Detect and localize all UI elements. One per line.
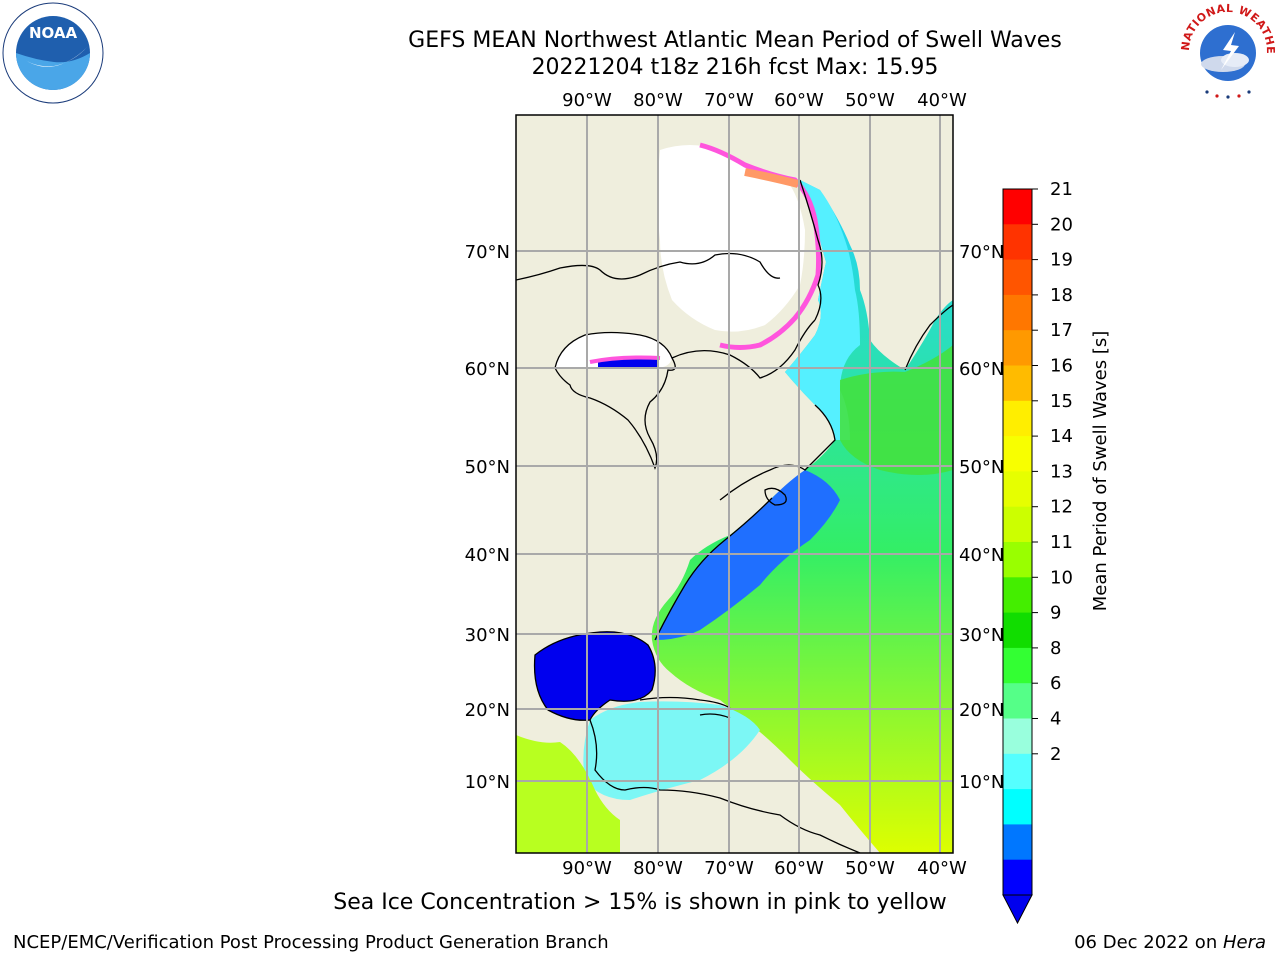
mid-atlantic-green-patch [840,345,953,475]
forecast-info: 20221204 t18z 216h fcst Max: 15.95 [531,55,939,80]
lon-label: 90°W [562,858,612,879]
map-frame [515,114,954,854]
noaa-logo: NOAA [2,2,104,104]
footer-branch: NCEP/EMC/Verification Post Processing Pr… [13,932,609,953]
lon-label: 40°W [917,90,967,111]
sea-ice-caption: Sea Ice Concentration > 15% is shown in … [333,890,947,915]
lon-label: 90°W [562,90,612,111]
colorbar-segment [1003,294,1032,331]
lat-label: 60°N [959,359,1004,380]
colorbar-tick-label: 20 [1050,214,1073,235]
colorbar-segment [1003,400,1032,437]
pacific-corner [516,735,620,853]
lon-labels-bottom: 90°W 80°W 70°W 60°W 50°W 40°W [562,858,967,879]
colorbar-tick-label: 17 [1050,320,1073,341]
noaa-logo-text: NOAA [29,24,78,42]
colorbar-segment [1003,753,1032,790]
colorbar-segment [1003,330,1032,366]
colorbar-segment [1003,436,1032,472]
colorbar-tick-label: 6 [1050,673,1061,694]
colorbar: 21 20 19 18 17 16 15 14 13 12 11 10 9 8 6 4 2 [1002,179,1073,925]
colorbar-segment [1003,859,1032,896]
labrador-sea-band [785,180,860,440]
hudson-ice-edge [589,355,661,364]
colorbar-tick-label: 21 [1050,179,1073,200]
lon-label: 50°W [845,858,895,879]
lat-label: 20°N [959,700,1004,721]
lon-labels-top: 90°W 80°W 70°W 60°W 50°W 40°W [562,90,967,111]
lat-labels-right: 70°N 60°N 50°N 40°N 30°N 20°N 10°N [959,242,1004,793]
lat-label: 10°N [959,772,1004,793]
lon-label: 80°W [633,90,683,111]
colorbar-tick-label: 16 [1050,356,1073,377]
lat-label: 20°N [465,700,510,721]
lon-label: 70°W [704,90,754,111]
ice-edge-pink [699,142,822,350]
colorbar-tick-label: 11 [1050,532,1073,553]
colorbar-segment [1003,365,1032,402]
colorbar-segment [1003,189,1032,225]
lon-label: 60°W [774,90,824,111]
colorbar-segment [1003,612,1032,649]
colorbar-segment [1003,542,1032,578]
colorbar-tick-label: 2 [1050,744,1061,765]
colorbar-segment [1003,224,1032,260]
colorbar-tick-label: 4 [1050,709,1061,730]
colorbar-segment [1003,824,1032,861]
colorbar-segment [1003,647,1032,684]
coastlines [516,179,953,853]
colorbar-label: Mean Period of Swell Waves [s] [1090,331,1111,612]
lon-label: 60°W [774,858,824,879]
lat-label: 70°N [465,242,510,263]
colorbar-tick-label: 9 [1050,603,1061,624]
colorbar-tick-label: 14 [1050,426,1073,447]
lon-label: 70°W [704,858,754,879]
lat-label: 60°N [465,359,510,380]
lat-label: 30°N [959,625,1004,646]
gulf-of-mexico [534,631,656,721]
colorbar-tick-label: 8 [1050,638,1061,659]
colorbar-segment [1003,683,1032,719]
footer-date-text: 06 Dec 2022 on [1074,932,1223,953]
baffin-ice [657,145,805,332]
lon-label: 40°W [917,858,967,879]
lat-label: 40°N [465,545,510,566]
footer-host: Hera [1222,932,1266,953]
colorbar-segment [1003,506,1032,543]
colorbar-tick-label: 13 [1050,461,1073,482]
lat-label: 50°N [465,457,510,478]
colorbar-tick-label: 19 [1050,250,1073,271]
lat-label: 40°N [959,545,1004,566]
lat-labels-left: 70°N 60°N 50°N 40°N 30°N 20°N 10°N [465,242,510,793]
colorbar-tick-label: 12 [1050,497,1073,518]
hudson-bay-open-water [598,359,658,368]
lat-label: 30°N [465,625,510,646]
ice-edge-orange [744,168,800,188]
lon-label: 80°W [633,858,683,879]
colorbar-segment [1003,789,1032,825]
caribbean-sea [583,701,760,800]
colorbar-segment [1003,718,1032,755]
graticule [516,115,953,853]
lat-label: 10°N [465,772,510,793]
lat-label: 70°N [959,242,1004,263]
lat-label: 50°N [959,457,1004,478]
map-title: GEFS MEAN Northwest Atlantic Mean Period… [408,28,1062,53]
map-plot-area [516,115,953,853]
nws-logo: NATIONAL WEATHER SERVICE [1177,0,1277,100]
colorbar-tick-label: 10 [1050,567,1073,588]
colorbar-tick-label: 18 [1050,285,1073,306]
colorbar-tick-label: 15 [1050,391,1073,412]
colorbar-segment [1003,577,1032,613]
footer-date: 06 Dec 2022 on Hera [1074,932,1266,953]
lon-label: 50°W [845,90,895,111]
colorbar-segment [1003,259,1032,296]
colorbar-segment [1003,471,1032,508]
